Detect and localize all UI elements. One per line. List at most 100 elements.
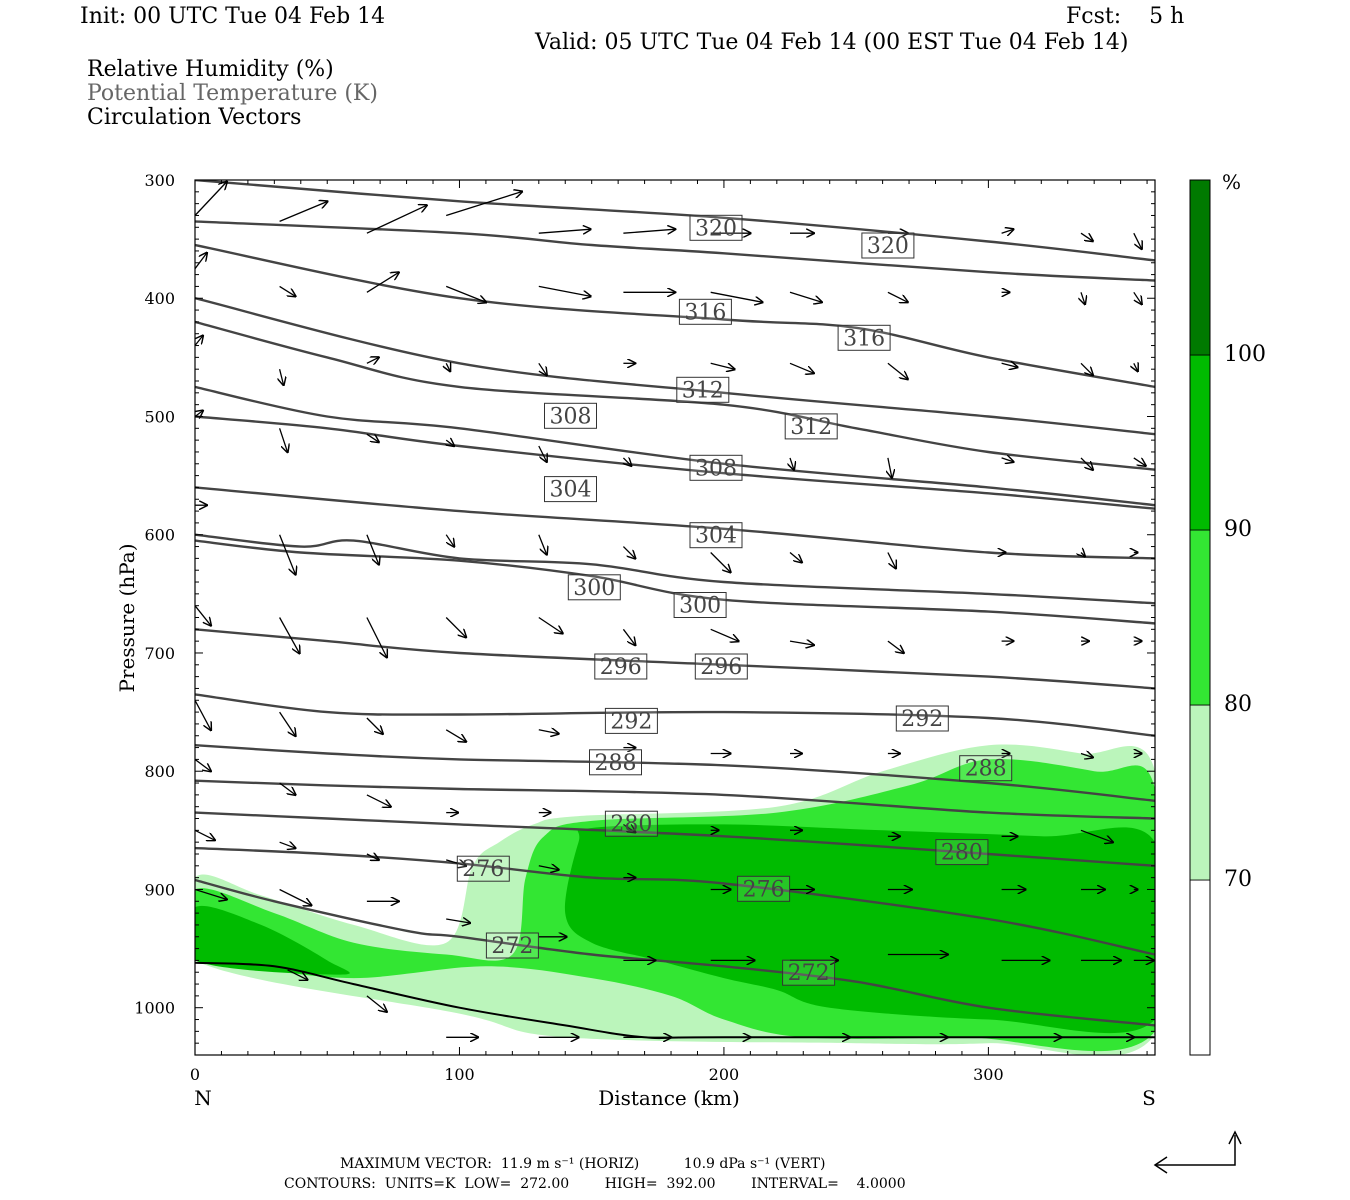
circulation-vector — [366, 205, 427, 234]
theta-contour-unlabeled-3 — [195, 297, 1155, 436]
contour-label-box — [689, 454, 743, 481]
circulation-vector — [278, 428, 288, 452]
contour-label-box — [678, 298, 732, 325]
circulation-vector — [366, 433, 379, 442]
y-tick-label: 1000 — [134, 999, 175, 1018]
colorbar-label: 90 — [1224, 517, 1252, 542]
x-tick-label: 100 — [444, 1065, 475, 1084]
circulation-vector — [710, 362, 735, 369]
contour-label-280: 280 — [604, 810, 658, 837]
contour-label-288: 288 — [959, 755, 1013, 782]
circulation-vector — [538, 866, 559, 870]
circulation-vector — [538, 445, 547, 462]
theta-contour-320 — [195, 180, 1155, 262]
contour-label-text: 312 — [790, 415, 832, 440]
circulation-vector — [1133, 291, 1142, 304]
colorbar-label: 70 — [1224, 867, 1252, 892]
init-time: Init: 00 UTC Tue 04 Feb 14 — [80, 4, 386, 29]
contour-label-box — [594, 653, 648, 680]
circulation-vector — [195, 182, 227, 216]
y-tick-label: 300 — [144, 171, 175, 190]
circulation-vector — [366, 854, 379, 860]
theta-contour-300 — [195, 539, 1155, 625]
circulation-vector — [366, 717, 383, 734]
circulation-vector — [366, 995, 387, 1012]
rh-shading-90-2 — [195, 905, 350, 975]
contour-label-text: 272 — [788, 961, 830, 986]
contour-label-288: 288 — [589, 749, 642, 776]
circulation-vector — [538, 362, 547, 375]
contour-label-304: 304 — [689, 522, 743, 549]
circulation-vector — [446, 363, 450, 371]
contour-label-text: 280 — [610, 812, 652, 837]
contour-label-text: 272 — [491, 934, 533, 959]
contour-label-316: 316 — [678, 298, 732, 325]
y-axis-label: Pressure (hPa) — [115, 544, 139, 693]
theta-contour-276 — [195, 846, 1155, 956]
contour-label-272: 272 — [485, 932, 539, 959]
theta-contour-unlabeled-13 — [195, 779, 1155, 820]
colorbar-segment — [1189, 179, 1211, 356]
contour-label-276: 276 — [456, 855, 510, 882]
circulation-vector — [195, 829, 215, 840]
forecast-hour: Fcst: 5 h — [1066, 4, 1185, 29]
circulation-vector — [789, 552, 802, 563]
circulation-vector — [195, 336, 203, 346]
circulation-vector — [1080, 232, 1093, 241]
circulation-vector — [366, 534, 379, 565]
circulation-vector — [789, 291, 822, 302]
reference-vector — [1153, 1130, 1242, 1174]
legend-potential-temperature: Potential Temperature (K) — [87, 81, 378, 106]
circulation-vector — [279, 711, 296, 736]
circulation-vector — [538, 534, 547, 555]
y-tick-label: 900 — [144, 880, 175, 899]
circulation-vector — [538, 285, 591, 296]
contour-label-box — [935, 839, 989, 866]
contour-label-300: 300 — [673, 592, 727, 619]
circulation-vector — [623, 458, 631, 466]
footer-max-vector: MAXIMUM VECTOR: 11.9 m s⁻¹ (HORIZ) 10.9 … — [340, 1156, 826, 1172]
circulation-vector — [1134, 363, 1138, 371]
contour-label-box — [589, 749, 642, 776]
y-tick-label: 500 — [144, 407, 175, 426]
theta-contour-312 — [195, 320, 1155, 471]
circulation-vector — [1133, 457, 1146, 466]
circulation-vector — [1080, 457, 1093, 470]
circulation-vector — [279, 782, 296, 795]
circulation-vector — [1081, 292, 1085, 304]
circulation-vector — [280, 369, 284, 385]
circulation-vector — [366, 357, 379, 363]
contour-label-text: 320 — [695, 216, 737, 241]
theta-contour-unlabeled-1 — [195, 220, 1155, 282]
contour-label-316: 316 — [837, 324, 891, 351]
colorbar-label: 100 — [1224, 342, 1266, 367]
circulation-vector — [195, 699, 211, 730]
contour-label-280: 280 — [935, 839, 989, 866]
x-tick-label: 0 — [190, 1065, 200, 1084]
contour-label-box — [567, 574, 621, 601]
contour-label-text: 308 — [695, 456, 737, 481]
theta-contour-304 — [195, 533, 1155, 605]
circulation-vector — [279, 617, 300, 654]
circulation-vector — [1080, 362, 1093, 375]
contour-label-box — [782, 959, 836, 986]
circulation-vector — [790, 457, 794, 470]
circulation-vector — [446, 860, 466, 866]
circulation-vector — [789, 641, 814, 645]
theta-contour-292 — [195, 693, 1155, 737]
contour-label-text: 292 — [610, 709, 652, 734]
contour-label-text: 316 — [843, 326, 885, 351]
contour-label-312: 312 — [676, 376, 730, 403]
contour-label-text: 276 — [743, 877, 785, 902]
contour-label-272: 272 — [782, 959, 836, 986]
circulation-vector — [1001, 229, 1014, 233]
circulation-vector — [195, 758, 211, 771]
circulation-vector — [538, 229, 591, 233]
theta-contour-296 — [195, 628, 1155, 690]
circulation-vector — [1080, 829, 1113, 842]
contour-label-292: 292 — [895, 705, 949, 732]
contour-label-box — [895, 705, 949, 732]
circulation-vector — [287, 969, 308, 980]
contour-label-308: 308 — [544, 402, 597, 429]
circulation-vector — [366, 272, 399, 293]
